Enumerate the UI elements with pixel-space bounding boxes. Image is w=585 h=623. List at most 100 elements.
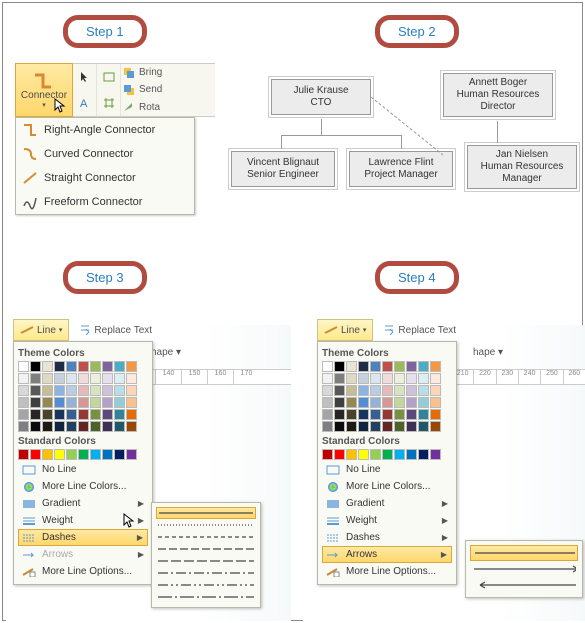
color-swatch[interactable] [90, 373, 101, 384]
color-swatch[interactable] [90, 385, 101, 396]
color-swatch[interactable] [30, 421, 41, 432]
menu-weight[interactable]: Weight▶ [322, 512, 452, 529]
color-swatch[interactable] [418, 373, 429, 384]
color-swatch[interactable] [418, 449, 429, 460]
color-swatch[interactable] [42, 409, 53, 420]
color-swatch[interactable] [358, 385, 369, 396]
color-swatch[interactable] [30, 373, 41, 384]
color-swatch[interactable] [406, 449, 417, 460]
color-swatch[interactable] [430, 373, 441, 384]
color-swatch[interactable] [54, 373, 65, 384]
color-swatch[interactable] [18, 373, 29, 384]
replace-text-button[interactable]: Replace Text [379, 319, 460, 341]
dash-option[interactable] [156, 531, 256, 543]
color-swatch[interactable] [126, 385, 137, 396]
color-swatch[interactable] [370, 397, 381, 408]
color-swatch[interactable] [30, 397, 41, 408]
dash-option[interactable] [156, 543, 256, 555]
color-swatch[interactable] [334, 373, 345, 384]
color-swatch[interactable] [42, 385, 53, 396]
color-swatch[interactable] [30, 385, 41, 396]
text-tool-button[interactable]: A [73, 90, 97, 116]
color-swatch[interactable] [322, 449, 333, 460]
color-swatch[interactable] [114, 421, 125, 432]
color-swatch[interactable] [66, 373, 77, 384]
color-swatch[interactable] [18, 397, 29, 408]
color-swatch[interactable] [334, 449, 345, 460]
arrow-option[interactable] [470, 577, 578, 593]
crop-tool-button[interactable] [97, 90, 121, 116]
color-swatch[interactable] [346, 361, 357, 372]
color-swatch[interactable] [394, 361, 405, 372]
color-swatch[interactable] [406, 421, 417, 432]
dash-option[interactable] [156, 579, 256, 591]
connector-menu-item[interactable]: Freeform Connector [16, 190, 194, 214]
color-swatch[interactable] [126, 409, 137, 420]
color-swatch[interactable] [90, 361, 101, 372]
menu-arrows[interactable]: Arrows▶ [18, 546, 148, 563]
color-swatch[interactable] [66, 397, 77, 408]
menu-more-colors[interactable]: More Line Colors... [18, 478, 148, 495]
color-swatch[interactable] [102, 361, 113, 372]
color-swatch[interactable] [322, 373, 333, 384]
color-swatch[interactable] [430, 385, 441, 396]
color-swatch[interactable] [102, 409, 113, 420]
color-swatch[interactable] [54, 421, 65, 432]
color-swatch[interactable] [334, 397, 345, 408]
color-swatch[interactable] [18, 449, 29, 460]
connector-menu-item[interactable]: Curved Connector [16, 142, 194, 166]
org-node[interactable]: Annett Boger Human Resources Director [443, 73, 553, 117]
color-swatch[interactable] [42, 397, 53, 408]
menu-gradient[interactable]: Gradient▶ [322, 495, 452, 512]
color-swatch[interactable] [30, 409, 41, 420]
color-swatch[interactable] [382, 397, 393, 408]
color-swatch[interactable] [126, 397, 137, 408]
color-swatch[interactable] [358, 449, 369, 460]
color-swatch[interactable] [78, 385, 89, 396]
color-swatch[interactable] [322, 361, 333, 372]
org-node[interactable]: Julie Krause CTO [271, 79, 371, 115]
color-swatch[interactable] [102, 421, 113, 432]
color-swatch[interactable] [346, 449, 357, 460]
color-swatch[interactable] [370, 361, 381, 372]
color-swatch[interactable] [66, 409, 77, 420]
color-swatch[interactable] [78, 449, 89, 460]
color-swatch[interactable] [370, 449, 381, 460]
color-swatch[interactable] [334, 385, 345, 396]
rota-label[interactable]: Rota [139, 102, 160, 113]
color-swatch[interactable] [114, 449, 125, 460]
color-swatch[interactable] [394, 409, 405, 420]
color-swatch[interactable] [358, 397, 369, 408]
menu-no-line[interactable]: No Line [322, 461, 452, 478]
color-swatch[interactable] [18, 409, 29, 420]
menu-more-options[interactable]: More Line Options... [322, 563, 452, 580]
dash-option[interactable] [156, 519, 256, 531]
color-swatch[interactable] [78, 361, 89, 372]
color-swatch[interactable] [126, 421, 137, 432]
color-swatch[interactable] [114, 361, 125, 372]
color-swatch[interactable] [114, 397, 125, 408]
color-swatch[interactable] [430, 409, 441, 420]
color-swatch[interactable] [346, 385, 357, 396]
connector-menu-item[interactable]: Straight Connector [16, 166, 194, 190]
color-swatch[interactable] [322, 421, 333, 432]
color-swatch[interactable] [18, 361, 29, 372]
color-swatch[interactable] [42, 361, 53, 372]
color-swatch[interactable] [66, 361, 77, 372]
color-swatch[interactable] [430, 421, 441, 432]
color-swatch[interactable] [78, 409, 89, 420]
line-tab-button[interactable]: Line▾ [317, 319, 373, 341]
color-swatch[interactable] [394, 449, 405, 460]
color-swatch[interactable] [394, 385, 405, 396]
color-swatch[interactable] [78, 421, 89, 432]
color-swatch[interactable] [18, 421, 29, 432]
color-swatch[interactable] [406, 409, 417, 420]
color-swatch[interactable] [102, 397, 113, 408]
color-swatch[interactable] [358, 421, 369, 432]
menu-arrows[interactable]: Arrows▶ [322, 546, 452, 563]
menu-dashes[interactable]: Dashes▶ [322, 529, 452, 546]
color-swatch[interactable] [406, 361, 417, 372]
color-swatch[interactable] [334, 409, 345, 420]
menu-no-line[interactable]: No Line [18, 461, 148, 478]
dash-option[interactable] [156, 507, 256, 519]
